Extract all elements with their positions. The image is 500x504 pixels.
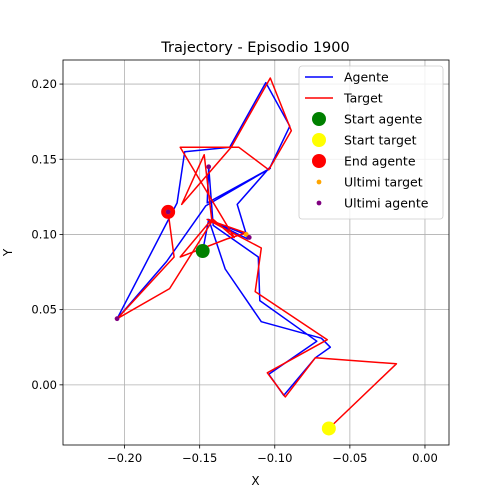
x-axis-label: X — [251, 474, 259, 488]
x-tick-label: −0.05 — [332, 451, 367, 465]
legend-swatch-ultimi-agente — [316, 200, 322, 206]
marker-ultimi-agente — [246, 235, 252, 240]
y-tick-label: 0.15 — [31, 152, 57, 166]
axes: −0.20 −0.15 −0.10 −0.05 0.00 0.00 0.05 0.10 0.15… — [31, 59, 450, 465]
plot-content — [114, 77, 398, 436]
y-tick-label: 0.05 — [31, 303, 57, 317]
y-tick-label: 0.00 — [31, 378, 57, 392]
legend-swatch-ultimi-target — [316, 179, 322, 185]
legend-label-ultimi-target: Ultimi target — [344, 175, 423, 190]
legend-swatch-start-target — [312, 133, 326, 147]
marker-start-agente — [195, 243, 210, 258]
x-tick-label: −0.10 — [257, 451, 292, 465]
x-tick-label: −0.15 — [182, 451, 217, 465]
x-tick-label: 0.00 — [412, 451, 438, 465]
series-line-agente — [116, 81, 332, 397]
legend-label-target: Target — [343, 91, 383, 106]
y-tick-label: 0.20 — [31, 77, 57, 91]
legend-swatch-start-agente — [312, 112, 326, 126]
plot-area — [114, 77, 398, 436]
legend-label-end-agente: End agente — [344, 154, 416, 169]
marker-ultimi-target — [243, 232, 249, 237]
marker-ultimi-agente — [165, 209, 171, 215]
marker-start-target — [321, 421, 336, 436]
chart-title: Trajectory - Episodio 1900 — [160, 40, 349, 56]
series-line-target — [116, 77, 398, 430]
axes-frame — [62, 59, 450, 446]
legend-label-agente: Agente — [344, 70, 389, 85]
legend-label-ultimi-agente: Ultimi agente — [344, 196, 429, 211]
marker-ultimi-agente — [206, 164, 212, 170]
y-tick-label: 0.10 — [31, 227, 57, 241]
x-tick-label: −0.20 — [107, 451, 142, 465]
legend-label-start-agente: Start agente — [344, 112, 423, 127]
marker-ultimi-agente — [114, 316, 120, 322]
y-axis-label: Y — [1, 248, 15, 257]
legend-label-start-target: Start target — [344, 133, 417, 148]
legend: Agente Target Start agente Start target End … — [298, 65, 444, 220]
legend-swatch-end-agente — [312, 154, 326, 168]
legend-box — [298, 65, 444, 220]
